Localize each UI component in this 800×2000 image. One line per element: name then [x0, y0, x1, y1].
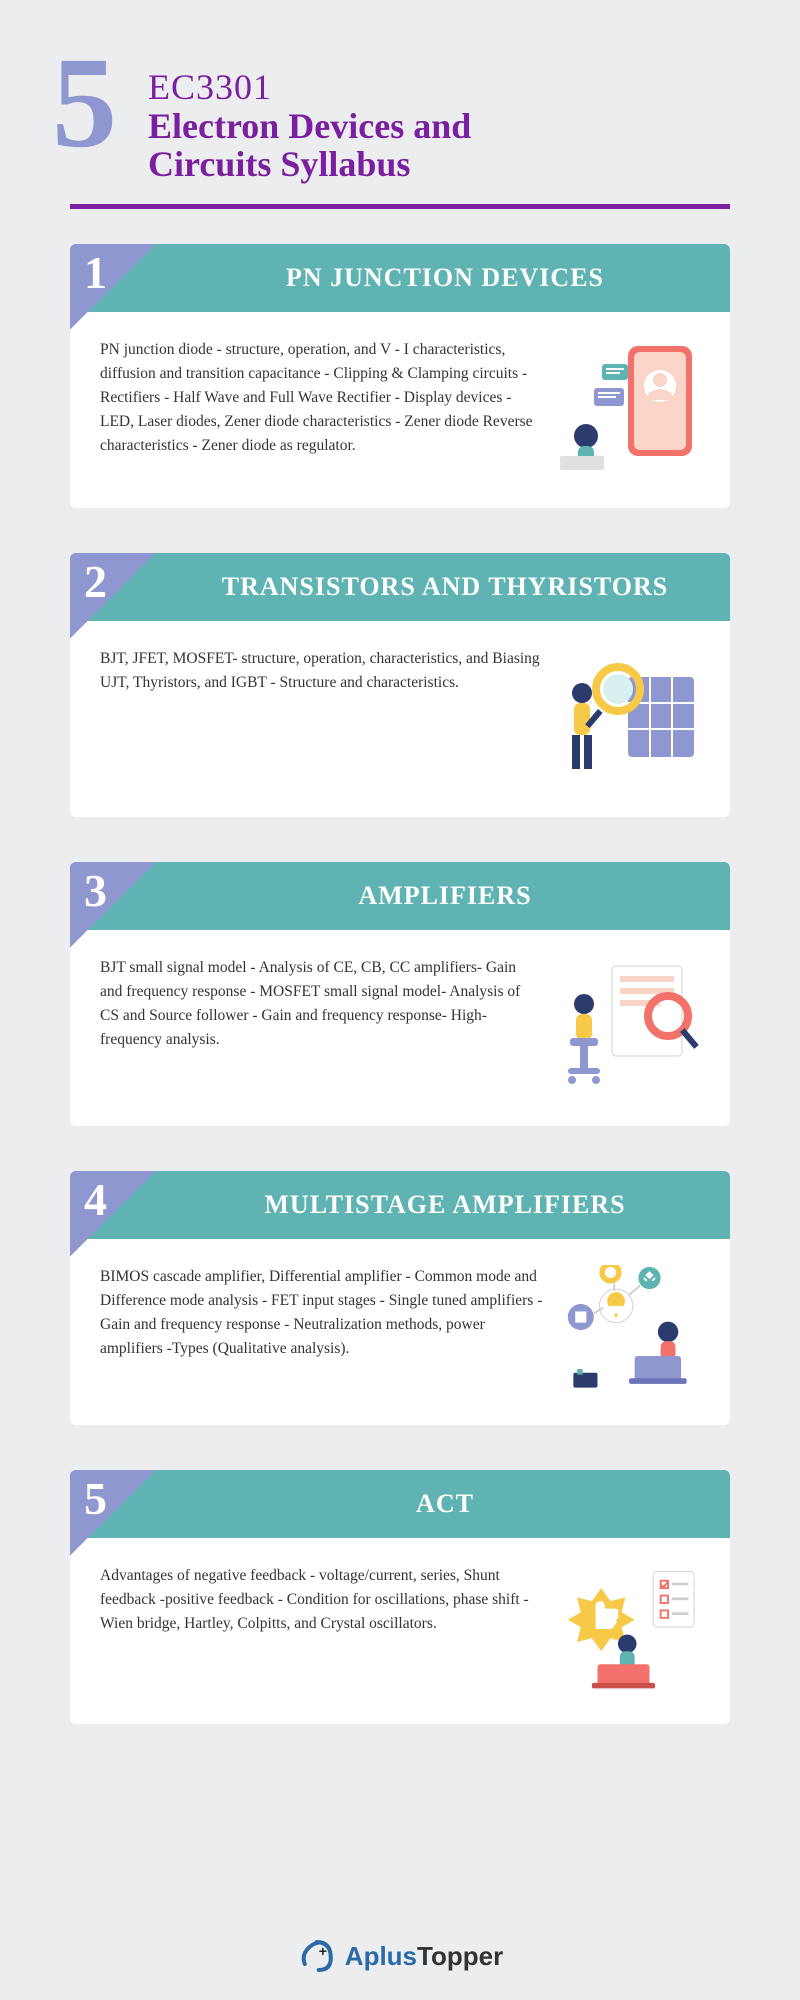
footer-brand: + AplusTopper: [297, 1936, 503, 1976]
header-big-number: 5: [52, 38, 117, 168]
page-header: 5 EC3301 Electron Devices and Circuits S…: [70, 60, 730, 209]
course-title-line2: Circuits Syllabus: [148, 146, 730, 184]
card-text: BIMOS cascade amplifier, Differential am…: [100, 1265, 550, 1361]
person-thumbsup-checklist-icon: [560, 1564, 700, 1694]
card-number: 5: [84, 1472, 107, 1525]
card-number: 2: [84, 555, 107, 608]
card-title: MULTISTAGE AMPLIFIERS: [190, 1190, 730, 1220]
person-chair-document-magnifier-icon: [550, 956, 700, 1096]
card-title: AMPLIFIERS: [190, 881, 730, 911]
card-text: BJT, JFET, MOSFET- structure, operation,…: [100, 647, 540, 695]
card-header: 1 PN JUNCTION DEVICES: [70, 244, 730, 312]
card-body: BJT, JFET, MOSFET- structure, operation,…: [70, 621, 730, 817]
card-title: ACT: [190, 1489, 730, 1519]
syllabus-card-3: 3 AMPLIFIERS BJT small signal model - An…: [70, 862, 730, 1126]
card-title: TRANSISTORS AND THYRISTORS: [190, 572, 730, 602]
person-laptop-network-icon: [560, 1265, 700, 1395]
brand-suffix: Topper: [417, 1941, 503, 1971]
syllabus-card-5: 5 ACT Advantages of negative feedback - …: [70, 1470, 730, 1724]
brand-prefix: Aplus: [345, 1941, 417, 1971]
card-text: Advantages of negative feedback - voltag…: [100, 1564, 550, 1636]
svg-text:+: +: [319, 1943, 327, 1959]
syllabus-card-4: 4 MULTISTAGE AMPLIFIERS BIMOS cascade am…: [70, 1171, 730, 1425]
brand-logo-icon: +: [297, 1936, 337, 1976]
card-title: PN JUNCTION DEVICES: [190, 263, 730, 293]
course-code: EC3301: [148, 66, 730, 108]
card-body: PN junction diode - structure, operation…: [70, 312, 730, 508]
syllabus-card-2: 2 TRANSISTORS AND THYRISTORS BJT, JFET, …: [70, 553, 730, 817]
card-body: BIMOS cascade amplifier, Differential am…: [70, 1239, 730, 1425]
course-title-line1: Electron Devices and: [148, 108, 730, 146]
card-text: BJT small signal model - Analysis of CE,…: [100, 956, 540, 1052]
title-block: EC3301 Electron Devices and Circuits Syl…: [148, 60, 730, 184]
card-number: 1: [84, 246, 107, 299]
card-header: 2 TRANSISTORS AND THYRISTORS: [70, 553, 730, 621]
person-magnifier-grid-icon: [550, 647, 700, 787]
card-body: BJT small signal model - Analysis of CE,…: [70, 930, 730, 1126]
syllabus-card-1: 1 PN JUNCTION DEVICES PN junction diode …: [70, 244, 730, 508]
card-number: 4: [84, 1173, 107, 1226]
card-body: Advantages of negative feedback - voltag…: [70, 1538, 730, 1724]
card-header: 5 ACT: [70, 1470, 730, 1538]
card-header: 4 MULTISTAGE AMPLIFIERS: [70, 1171, 730, 1239]
header-divider: [70, 204, 730, 209]
brand-text: AplusTopper: [345, 1941, 503, 1972]
card-header: 3 AMPLIFIERS: [70, 862, 730, 930]
phone-person-icon: [550, 338, 700, 478]
card-number: 3: [84, 864, 107, 917]
card-text: PN junction diode - structure, operation…: [100, 338, 540, 458]
